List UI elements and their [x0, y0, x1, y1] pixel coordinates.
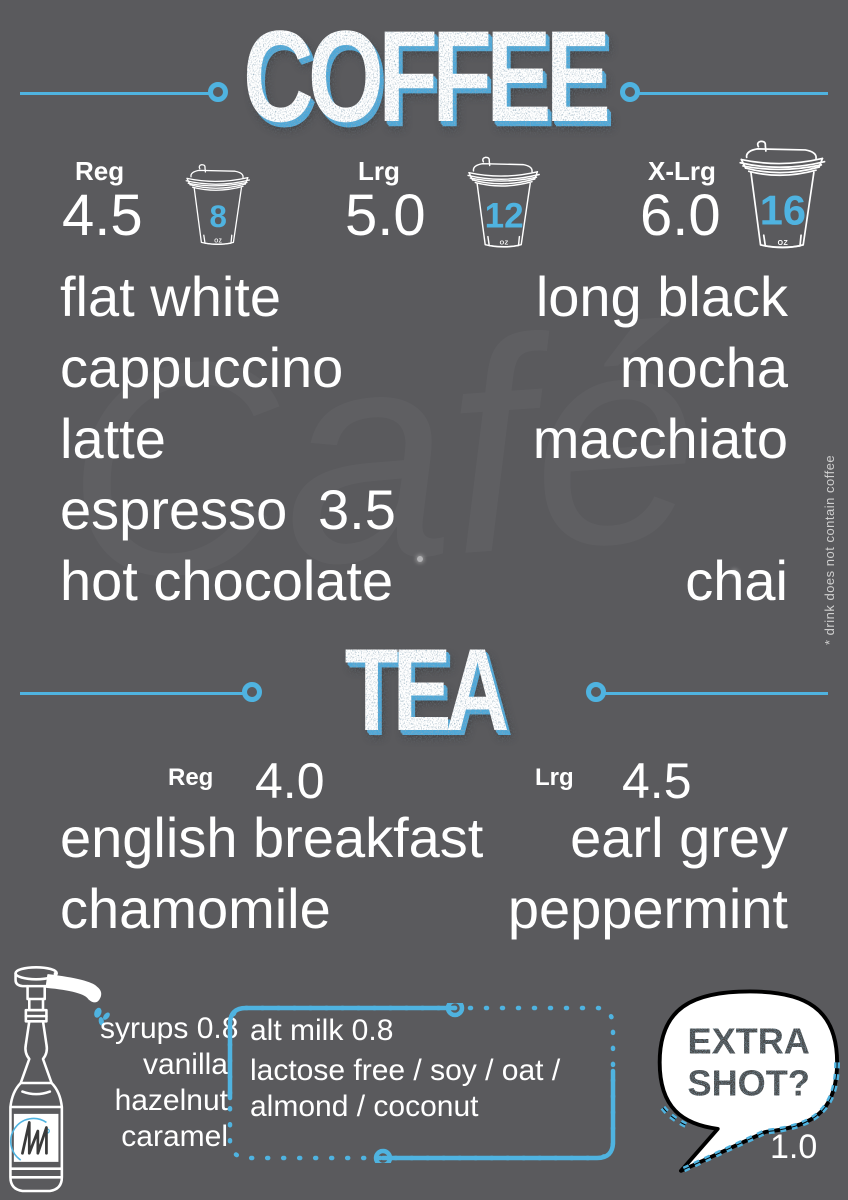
svg-text:OZ: OZ: [214, 238, 222, 244]
svg-text:OZ: OZ: [778, 240, 789, 247]
svg-text:12: 12: [485, 197, 524, 236]
svg-text:16: 16: [760, 187, 806, 234]
svg-text:OZ: OZ: [500, 241, 509, 247]
svg-text:SHOT?: SHOT?: [688, 1062, 810, 1103]
svg-text:8: 8: [210, 199, 227, 234]
svg-text:EXTRA: EXTRA: [688, 1020, 810, 1061]
